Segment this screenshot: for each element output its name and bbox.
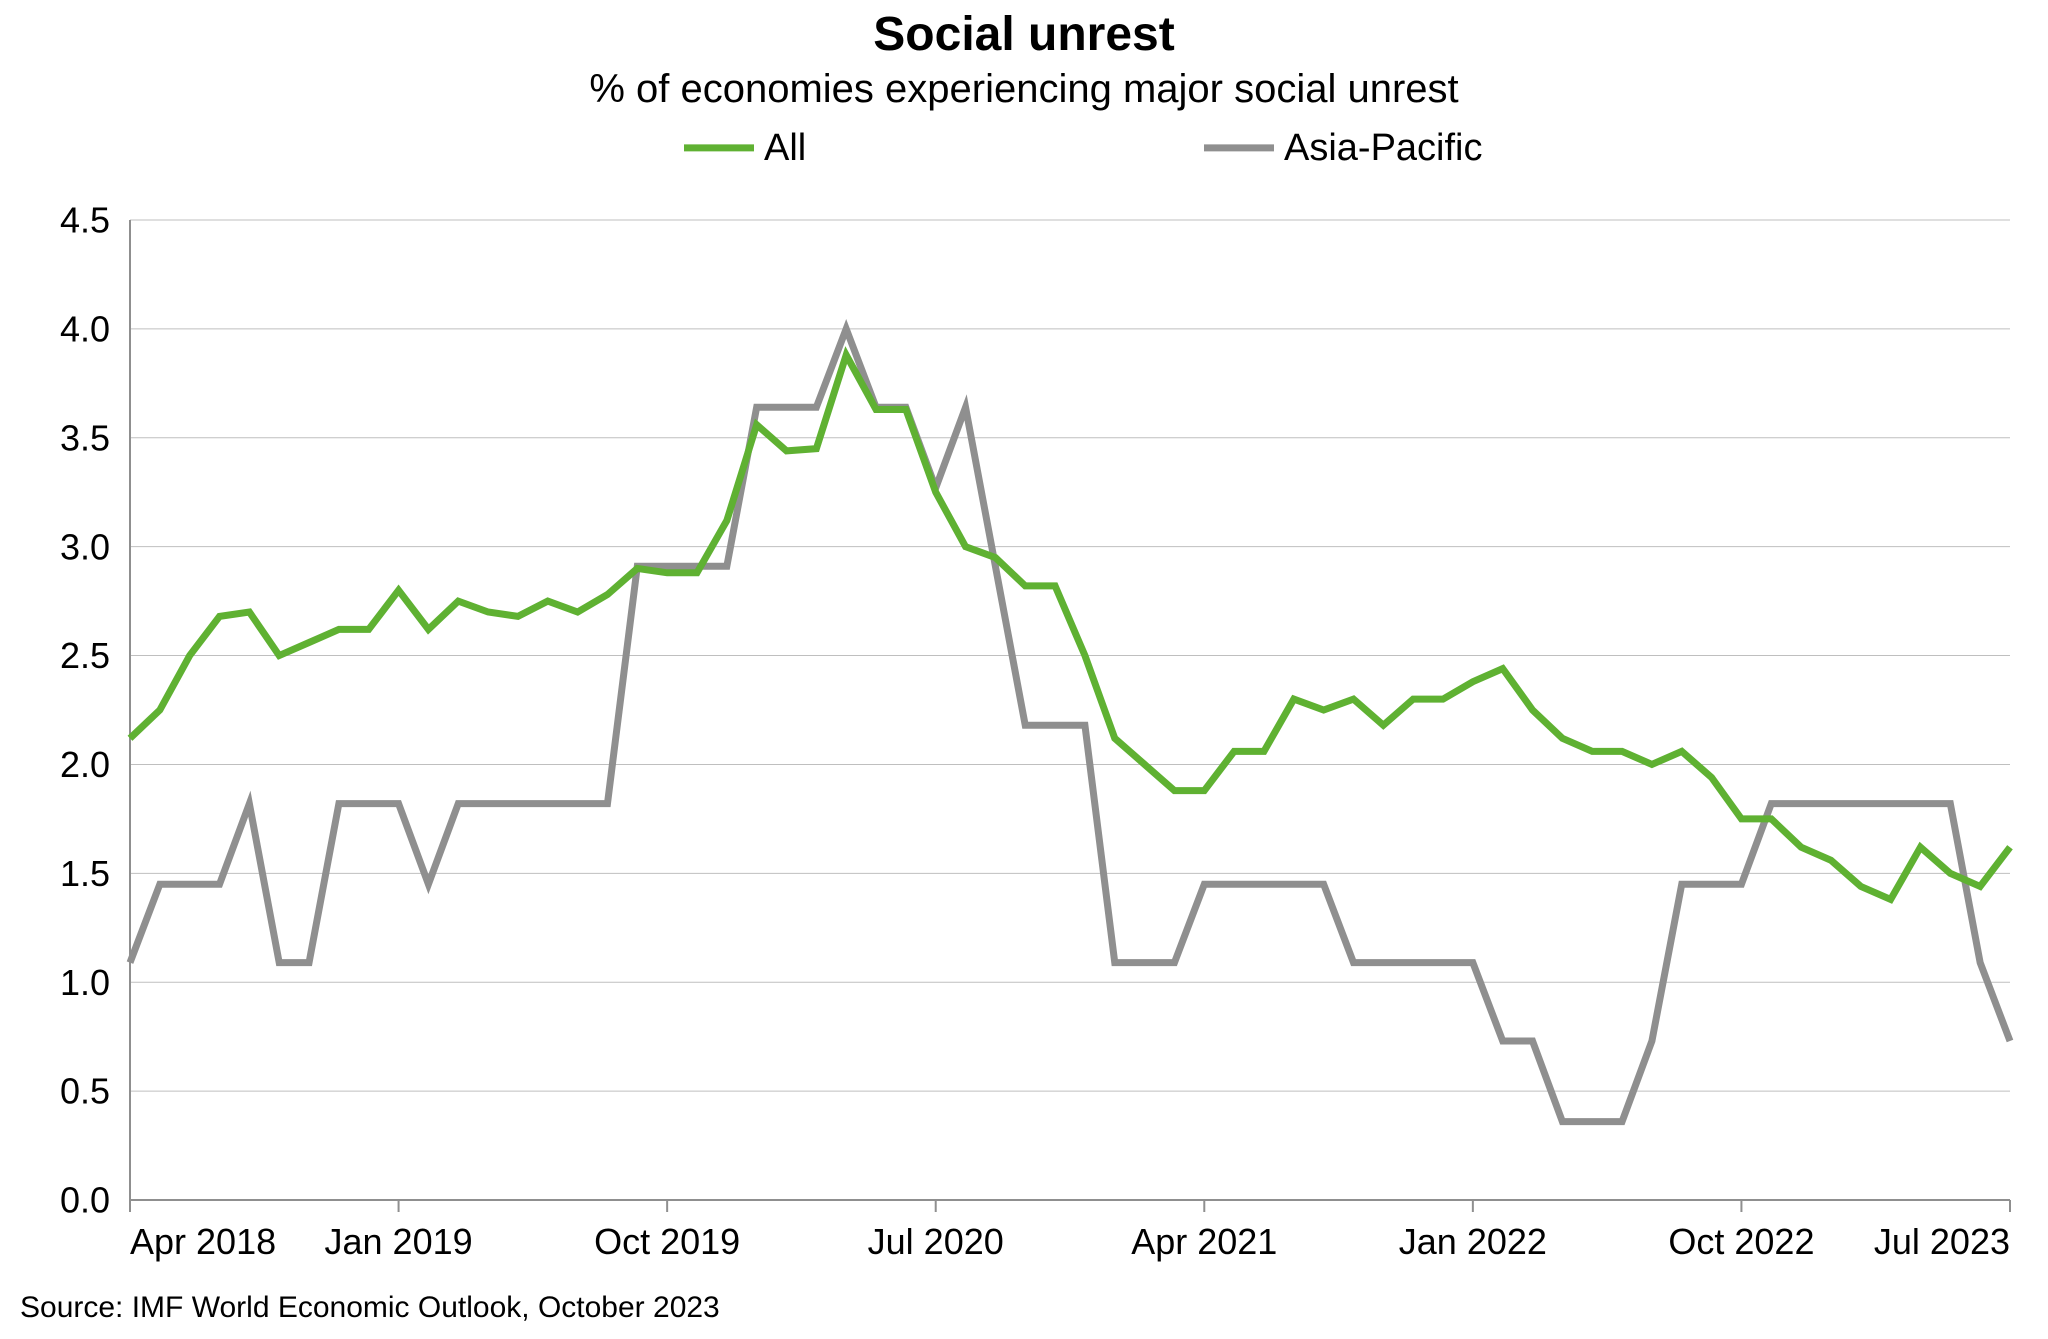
legend-label: Asia-Pacific xyxy=(1284,127,1483,169)
y-tick-label: 0.5 xyxy=(60,1071,110,1112)
chart-svg: Social unrest % of economies experiencing… xyxy=(0,0,2048,1339)
y-tick-label: 3.5 xyxy=(60,417,110,458)
x-tick-label: Jan 2022 xyxy=(1399,1221,1547,1262)
y-tick-label: 1.0 xyxy=(60,962,110,1003)
y-tick-label: 0.0 xyxy=(60,1180,110,1221)
y-tick-label: 3.0 xyxy=(60,526,110,567)
y-tick-label: 4.5 xyxy=(60,200,110,241)
x-tick-label: Apr 2021 xyxy=(1131,1221,1277,1262)
x-tick-label: Jan 2019 xyxy=(325,1221,473,1262)
legend-label: All xyxy=(764,127,806,169)
series-line-asia-pacific xyxy=(130,329,2010,1122)
x-tick-label: Oct 2019 xyxy=(594,1221,740,1262)
x-tick-label: Apr 2018 xyxy=(130,1221,276,1262)
chart-title: Social unrest xyxy=(873,8,1174,61)
x-tick-label: Jul 2023 xyxy=(1874,1221,2010,1262)
series-line-all xyxy=(130,355,2010,899)
chart-subtitle: % of economies experiencing major social… xyxy=(589,67,1458,111)
x-tick-label: Oct 2022 xyxy=(1668,1221,1814,1262)
x-tick-label: Jul 2020 xyxy=(868,1221,1004,1262)
y-tick-label: 1.5 xyxy=(60,853,110,894)
y-tick-label: 2.5 xyxy=(60,635,110,676)
legend: All Asia-Pacific xyxy=(684,127,1483,169)
y-tick-label: 2.0 xyxy=(60,744,110,785)
source-note: Source: IMF World Economic Outlook, Octo… xyxy=(20,1291,720,1324)
y-tick-label: 4.0 xyxy=(60,308,110,349)
